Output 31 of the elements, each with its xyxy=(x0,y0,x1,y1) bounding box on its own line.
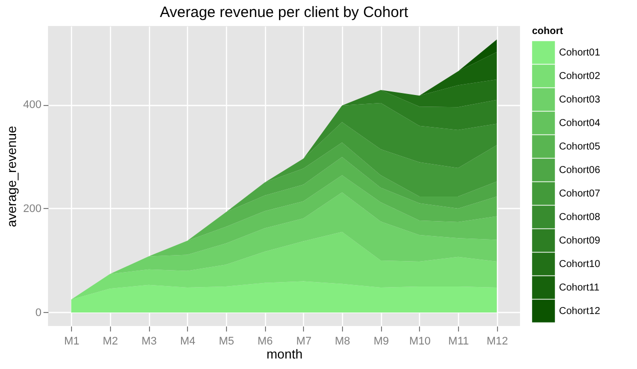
x-tick-label: M7 xyxy=(296,336,312,348)
legend-title: cohort xyxy=(532,26,564,37)
x-tick-label: M5 xyxy=(218,336,234,348)
legend-label: Cohort10 xyxy=(559,259,601,270)
x-tick-label: M9 xyxy=(374,336,389,348)
legend-label: Cohort03 xyxy=(559,94,601,106)
x-tick-label: M3 xyxy=(141,336,157,348)
x-tick-label: M11 xyxy=(448,336,469,348)
x-tick-label: M8 xyxy=(334,336,350,348)
x-tick-label: M1 xyxy=(64,336,80,348)
y-tick-label: 0 xyxy=(35,306,42,319)
y-axis-title: average_revenue xyxy=(4,126,20,228)
legend-label: Cohort06 xyxy=(559,165,601,176)
legend-label: Cohort12 xyxy=(559,306,601,317)
legend-label: Cohort04 xyxy=(559,118,601,129)
legend-label: Cohort08 xyxy=(559,212,601,223)
x-tick-label: M12 xyxy=(486,336,508,348)
y-tick-label: 400 xyxy=(23,99,42,112)
legend-label: Cohort05 xyxy=(559,142,601,152)
chart-title: Average revenue per client by Cohort xyxy=(160,4,409,21)
x-axis-title: month xyxy=(266,346,303,362)
legend-label: Cohort07 xyxy=(559,188,601,200)
x-tick-label: M10 xyxy=(409,336,431,348)
legend-label: Cohort11 xyxy=(559,282,600,294)
x-tick-label: M4 xyxy=(180,336,196,348)
legend-label: Cohort01 xyxy=(559,48,601,58)
y-tick-label: 200 xyxy=(23,202,42,215)
x-tick-label: M2 xyxy=(102,336,118,348)
legend-label: Cohort02 xyxy=(559,71,601,82)
x-tick-label: M6 xyxy=(258,336,273,348)
legend-label: Cohort09 xyxy=(559,236,601,246)
